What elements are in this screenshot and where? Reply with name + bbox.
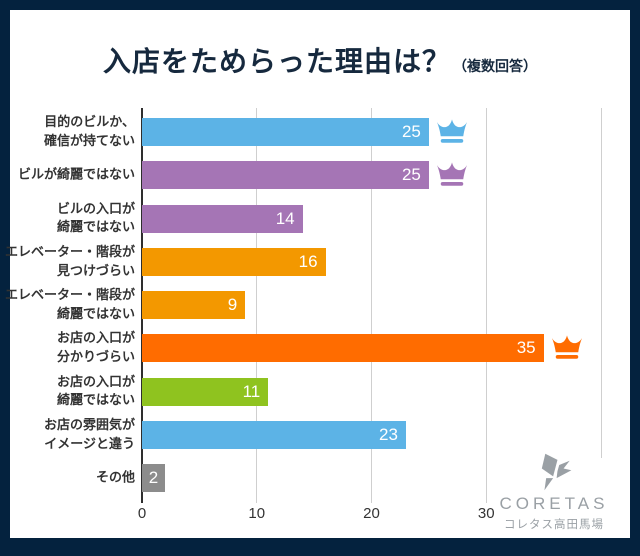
bar-value: 25 [401, 122, 421, 141]
coretas-logo: CORETAS コレタス高田馬場 [494, 452, 614, 532]
bar: 35 [142, 334, 544, 363]
bar-value: 9 [227, 295, 238, 314]
bar: 9 [142, 291, 246, 319]
gridline [485, 108, 487, 503]
bar-label: お店の入口が 分かりづらい [56, 330, 135, 365]
bar-label: エレベーター・階段が 綺麗ではない [4, 287, 135, 321]
chart-canvas: 入店をためらった理由は？ （複数回答） 目的のビルか、 確信が持てない 25 ビルが綺… [5, 10, 630, 538]
x-tick-label: 10 [248, 505, 266, 522]
gridline [371, 108, 372, 503]
title-note-text: （複数回答） [453, 58, 537, 74]
bar-label: エレベーター・階段が 見つけづらい [4, 243, 135, 278]
bar: 14 [142, 204, 303, 233]
bar-label: お店の入口が 綺麗ではない [56, 373, 135, 408]
bar: 23 [142, 420, 406, 449]
bar-value: 16 [298, 251, 318, 271]
crown-icon [436, 162, 467, 186]
coretas-logo-mark-icon [541, 453, 572, 491]
crown-icon [436, 119, 467, 143]
bar: 11 [142, 377, 269, 406]
coretas-logo-text: CORETAS [499, 494, 609, 513]
plot-area: 目的のビルか、 確信が持てない 25 ビルが綺麗ではない 25 ビルの入口が 綺麗ではない 1… [5, 108, 628, 503]
title-main-text: 入店をためらった理由は？ [102, 46, 451, 77]
bar-label: ビルが綺麗ではない [17, 166, 135, 182]
bar-value: 25 [401, 165, 421, 185]
bar-value: 14 [275, 208, 295, 228]
bar: 16 [142, 247, 326, 276]
bar: 25 [142, 161, 429, 190]
coretas-logo-subtitle: コレタス高田馬場 [504, 519, 604, 531]
x-tick-label: 0 [137, 505, 147, 522]
bar-label: その他 [95, 469, 135, 485]
bar-value: 23 [379, 424, 398, 444]
bar-value: 35 [516, 338, 536, 358]
bar-value: 11 [242, 381, 261, 401]
bar-label: 目的のビルか、 確信が持てない [43, 114, 135, 148]
x-tick-label: 30 [477, 505, 495, 522]
page-title: 入店をためらった理由は？ （複数回答） [10, 40, 630, 80]
bar-label: ビルの入口が 綺麗ではない [56, 200, 135, 235]
bar: 2 [142, 464, 165, 492]
crown-icon [551, 335, 582, 359]
x-tick-label: 20 [363, 505, 380, 522]
bar: 25 [142, 118, 429, 146]
gridline [256, 108, 258, 503]
bar-value: 2 [148, 468, 159, 487]
gridline [600, 108, 602, 458]
bar-label: お店の雰囲気が イメージと違う [43, 416, 135, 451]
